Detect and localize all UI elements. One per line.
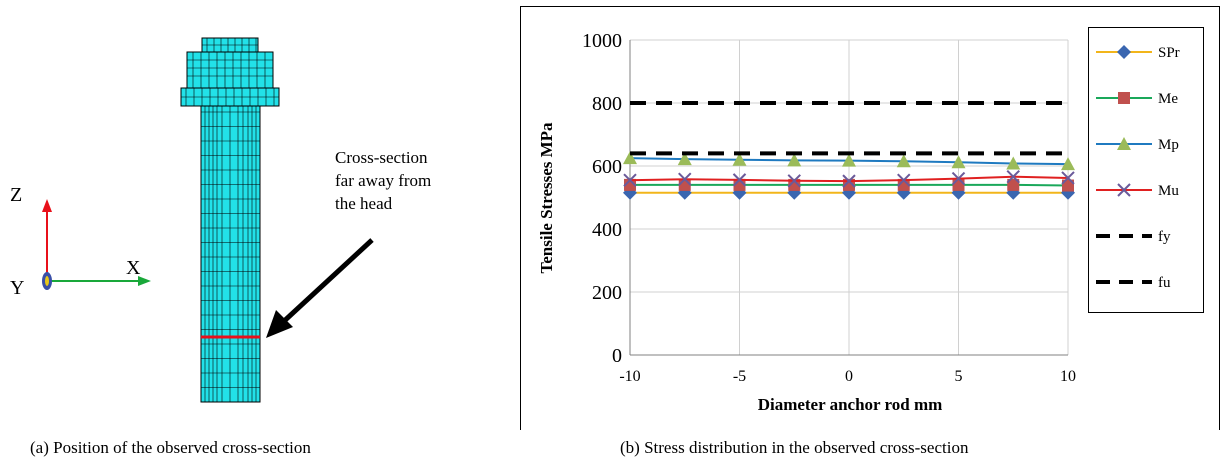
chart-series [623,101,1075,200]
mesh-model [180,37,280,403]
legend-box [1088,27,1204,313]
annotation-line-1: Cross-section [335,148,428,167]
legend-label: Me [1158,91,1178,107]
series-Mp [623,151,1075,171]
chart-tick-labels: 0 200 400 600 800 1000 -10 -5 0 5 10 [582,30,1076,385]
x-tick-label: 10 [1060,368,1076,385]
legend-marker [1117,45,1131,59]
legend-entry-Mu: Mu [1096,183,1179,199]
data-point-Mp [1061,157,1075,171]
x-tick-label: -5 [733,368,746,385]
rod-head-upper [186,51,274,89]
annotation-arrow-shaft [280,238,374,325]
annotation-line-2: far away from [335,171,431,190]
z-arrow-icon [42,199,52,212]
legend-label: Mp [1158,137,1179,153]
y-tick-label: 1000 [582,30,622,52]
caption-b: (b) Stress distribution in the observed … [620,438,969,457]
data-point-Mu [623,173,637,187]
section-annotation: Cross-section far away from the head [266,148,431,338]
z-axis-label: Z [10,184,22,206]
x-tick-label: -10 [619,368,640,385]
x-tick-label: 0 [845,368,853,385]
annotation-line-3: the head [335,194,393,213]
y-tick-label: 0 [612,345,622,367]
data-point-Mp [951,155,966,169]
data-point-Mp [1006,156,1021,170]
legend-marker [1117,137,1131,150]
data-point-Mp [732,152,747,166]
data-point-Mp [677,152,692,166]
data-point-Mp [842,153,856,167]
anchor-rod-illustration: Cross-section far away from the head Z X… [10,37,431,403]
data-point-Me [1062,179,1074,192]
data-point-Me [678,178,691,191]
legend-label: fy [1158,229,1171,245]
y-tick-label: 200 [592,282,622,304]
legend-entry-fu: fu [1096,275,1171,291]
legend-entry-Me: Me [1096,91,1178,107]
caption-a: (a) Position of the observed cross-secti… [30,438,311,457]
data-point-Mp [623,151,637,165]
data-point-Me [952,178,965,191]
data-point-Mu [951,171,966,186]
stress-chart: 0 200 400 600 800 1000 -10 -5 0 5 10 Diameter anch… [520,6,1220,430]
x-tick-label: 5 [955,368,963,385]
rod-shaft [200,105,261,403]
y-axis-title: Tensile Stresses MPa [537,122,556,274]
legend-label: SPr [1158,45,1180,61]
data-point-Mu [678,172,692,186]
data-point-Me [788,178,801,191]
mesh-grid-lines [181,38,279,402]
legend-marker [1117,183,1131,197]
legend-label: Mu [1158,183,1179,199]
x-axis-label: X [126,257,141,279]
y-tick-label: 600 [592,156,622,178]
x-axis-title: Diameter anchor rod mm [758,395,943,414]
legend-entry-SPr: SPr [1096,45,1180,61]
arrow-head-icon [266,310,293,338]
y-axis-icon-core [45,276,49,286]
y-tick-label: 400 [592,219,622,241]
chart-legend: SPr Me Mp Mu fy fu [1088,27,1204,313]
data-point-Mu [1061,171,1075,185]
data-point-Mu [842,174,856,188]
data-point-Mu [1006,170,1020,184]
data-point-Mp [896,154,911,168]
legend-entry-fy: fy [1096,229,1171,245]
legend-entry-Mp: Mp [1096,137,1179,153]
data-point-Mu [787,174,801,188]
legend-label: fu [1158,275,1171,291]
y-tick-label: 800 [592,93,622,115]
legend-marker [1118,92,1130,104]
series-Mu [623,170,1075,188]
data-point-Mp [787,153,802,167]
y-axis-label: Y [10,277,24,299]
x-arrow-icon [138,276,151,286]
data-point-Me [1007,178,1020,191]
data-point-Mu [732,173,747,187]
coordinate-axes: Z X Y [10,184,151,299]
data-point-Mu [897,173,911,187]
